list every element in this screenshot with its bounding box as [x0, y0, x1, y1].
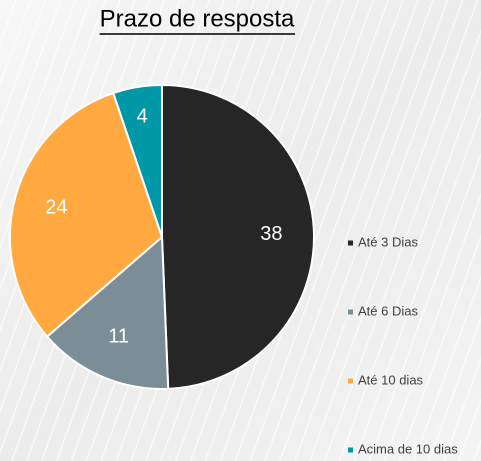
legend-swatch — [348, 240, 353, 246]
legend-label: Acima de 10 dias — [358, 441, 458, 456]
data-label: 38 — [260, 223, 282, 245]
pie-slice — [111, 83, 163, 238]
legend-label: Até 3 Dias — [358, 234, 418, 249]
legend-label: Até 10 dias — [358, 372, 424, 387]
pie-slice — [9, 91, 164, 338]
legend-swatch — [348, 447, 353, 453]
chart-title: Prazo de resposta — [100, 5, 295, 32]
legend-swatch — [348, 309, 353, 315]
pie-slice — [45, 234, 170, 390]
data-label: 4 — [137, 105, 148, 127]
legend-swatch — [348, 378, 353, 384]
legend-label: Até 6 Dias — [358, 303, 418, 318]
data-label: 11 — [108, 326, 129, 348]
data-label: 24 — [45, 197, 67, 219]
pie-slice — [161, 83, 315, 390]
